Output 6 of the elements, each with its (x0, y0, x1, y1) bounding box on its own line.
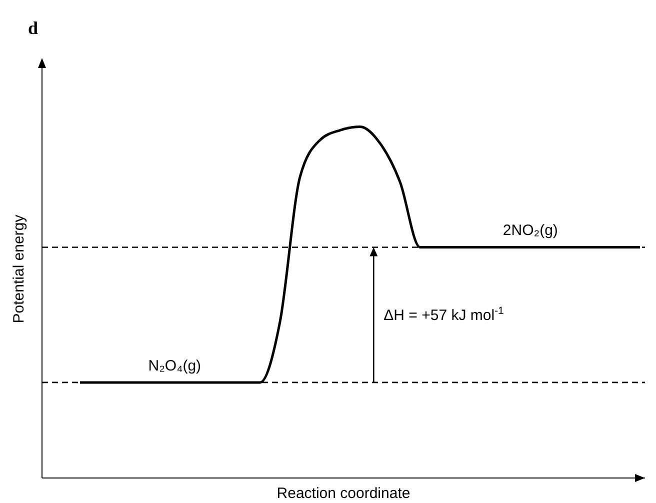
annotation: ΔH = +57 kJ mol$^{-1}$ (384, 304, 504, 324)
ref-line-label: 2NO₂(g) (502, 222, 558, 240)
x-axis-title: Reaction coordinate (276, 485, 410, 502)
ref-line-label: N₂O₄(g) (148, 357, 202, 374)
chart-title: d (28, 18, 38, 38)
y-axis-title: Potential energy (10, 214, 28, 324)
